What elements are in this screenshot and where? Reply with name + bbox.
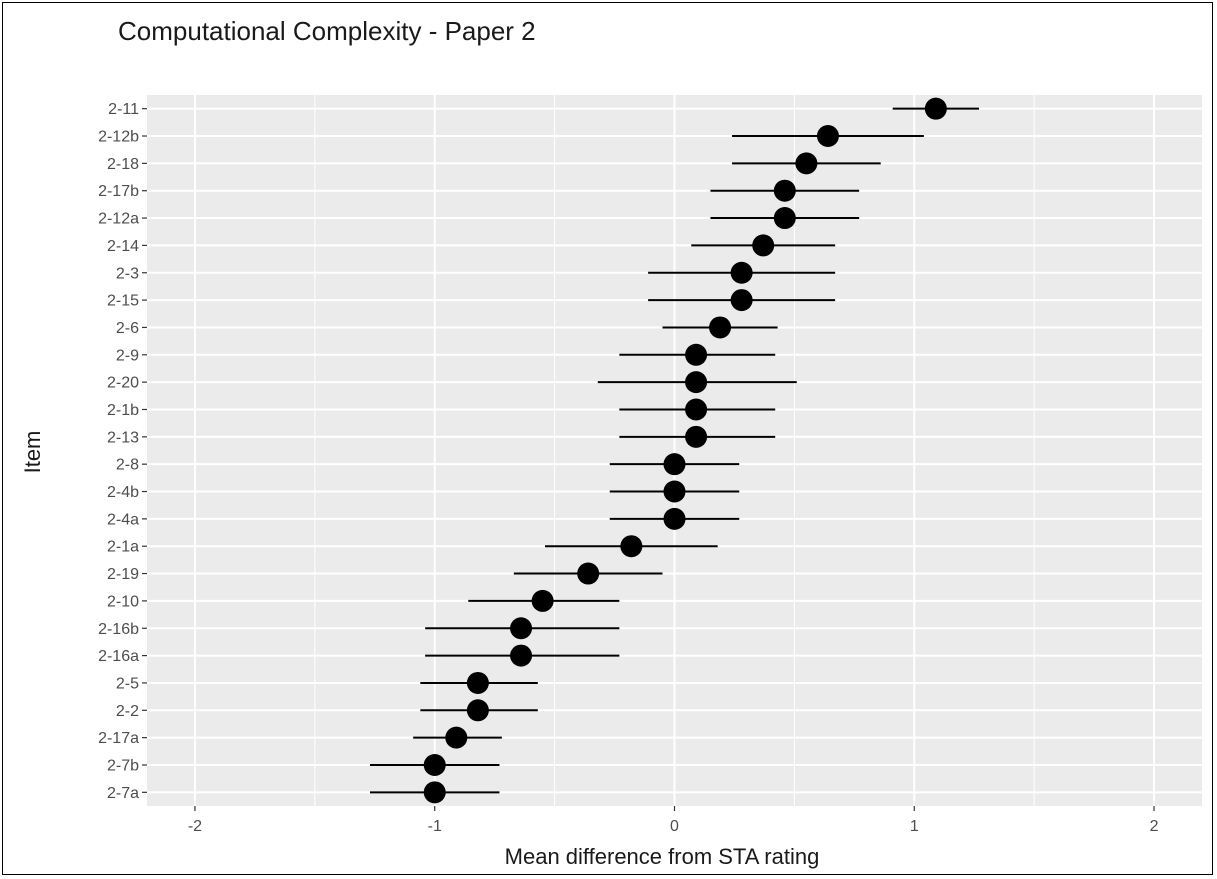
y-tick-label: 2-17b	[98, 183, 139, 200]
data-point	[577, 562, 600, 585]
data-point	[730, 261, 753, 284]
y-tick-label: 2-3	[116, 265, 139, 282]
y-tick-label: 2-10	[107, 593, 139, 610]
y-tick-label: 2-4a	[107, 511, 139, 528]
x-tick-label: -1	[428, 818, 442, 835]
y-tick-label: 2-5	[116, 675, 139, 692]
data-point	[773, 179, 796, 202]
data-point	[531, 589, 554, 612]
y-tick-label: 2-17a	[98, 730, 139, 747]
data-point	[795, 152, 818, 175]
y-tick-label: 2-11	[108, 101, 139, 118]
data-points	[423, 97, 947, 804]
data-point	[685, 398, 708, 421]
y-tick-label: 2-1b	[107, 402, 139, 419]
data-point	[663, 453, 686, 476]
data-point	[423, 753, 446, 776]
data-point	[709, 316, 732, 339]
y-tick-label: 2-13	[107, 429, 139, 446]
y-tick-label: 2-20	[107, 375, 139, 392]
x-axis: -2 -1 0 1 2	[188, 806, 1159, 835]
data-point	[510, 617, 533, 640]
data-point	[685, 343, 708, 366]
y-tick-label: 2-12b	[98, 129, 139, 146]
y-tick-label: 2-2	[116, 703, 139, 720]
data-point	[663, 507, 686, 530]
y-tick-label: 2-15	[107, 293, 139, 310]
x-tick-label: -2	[188, 818, 202, 835]
x-tick-label: 1	[910, 818, 919, 835]
data-point	[466, 671, 489, 694]
y-tick-label: 2-7a	[107, 785, 139, 802]
y-tick-label: 2-19	[107, 566, 139, 583]
data-point	[620, 535, 643, 558]
data-point	[423, 781, 446, 804]
data-point	[685, 371, 708, 394]
y-tick-label: 2-9	[116, 347, 139, 364]
y-tick-label: 2-1a	[107, 539, 139, 556]
y-tick-label: 2-16b	[98, 621, 139, 638]
y-tick-label: 2-18	[107, 156, 139, 173]
y-tick-label: 2-7b	[107, 757, 139, 774]
y-tick-label: 2-6	[116, 320, 139, 337]
data-point	[510, 644, 533, 667]
y-tick-label: 2-12a	[98, 211, 139, 228]
data-point	[685, 425, 708, 448]
y-tick-label: 2-8	[116, 457, 139, 474]
chart-title: Computational Complexity - Paper 2	[118, 16, 536, 46]
data-point	[730, 289, 753, 312]
data-point	[466, 699, 489, 722]
y-tick-label: 2-16a	[98, 648, 139, 665]
data-point	[816, 125, 839, 148]
data-point	[752, 234, 775, 257]
y-tick-label: 2-4b	[107, 484, 139, 501]
x-tick-label: 0	[670, 818, 679, 835]
x-tick-label: 2	[1150, 818, 1159, 835]
data-point	[663, 480, 686, 503]
y-tick-label: 2-14	[107, 238, 139, 255]
x-axis-label: Mean difference from STA rating	[504, 844, 820, 869]
data-point	[773, 207, 796, 230]
data-point	[924, 97, 947, 120]
y-axis: 2-11 2-12b 2-18 2-17b 2-12a 2-14 2-3 2-15 2-6 2-9…	[98, 101, 147, 802]
data-point	[445, 726, 468, 749]
